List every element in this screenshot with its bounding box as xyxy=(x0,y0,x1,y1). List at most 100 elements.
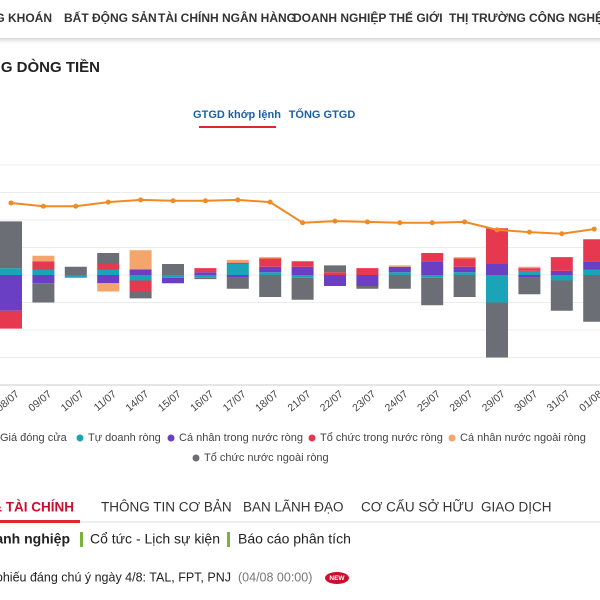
x-tick-label: 28/07 xyxy=(447,388,475,414)
bar-segment xyxy=(583,269,600,275)
nav-item[interactable]: THẾ GIỚI xyxy=(389,10,443,25)
price-point xyxy=(40,203,46,209)
news-title[interactable]: Cổ phiếu đáng chú ý ngày 4/8: TAL, FPT, … xyxy=(0,570,231,584)
nav-item[interactable]: CÔNG NGHỆ xyxy=(529,10,600,25)
x-tick-label: 08/07 xyxy=(0,388,22,414)
bar-segment xyxy=(291,261,314,267)
bar-segment xyxy=(97,275,120,284)
price-point xyxy=(494,227,500,233)
x-tick-label: 23/07 xyxy=(350,388,378,414)
price-point xyxy=(462,219,468,225)
sub-tab[interactable]: Báo cáo phân tích xyxy=(238,531,351,547)
legend-label[interactable]: Tự doanh ròng xyxy=(88,432,161,444)
bar-segment xyxy=(291,277,314,300)
bar-segment xyxy=(0,310,22,329)
price-point xyxy=(235,197,241,203)
chart-tab[interactable]: TỔNG GTGD xyxy=(289,108,356,121)
nav-bar xyxy=(0,0,600,38)
bar-segment xyxy=(129,269,152,275)
bar-segment xyxy=(194,275,217,278)
price-point xyxy=(202,198,208,204)
bar-segment xyxy=(324,272,346,275)
bar-segment xyxy=(453,266,476,273)
x-tick-label: 21/07 xyxy=(285,388,313,414)
legend-swatch xyxy=(167,434,175,442)
legend-label[interactable]: Tổ chức nước ngoài ròng xyxy=(204,452,329,464)
x-tick-label: 01/08 xyxy=(577,388,600,414)
bar-segment xyxy=(259,258,282,267)
price-point xyxy=(591,226,597,232)
bar-segment xyxy=(421,253,444,262)
bar-segment xyxy=(550,270,573,275)
bar-segment xyxy=(583,239,600,262)
bar-segment xyxy=(421,277,444,306)
info-tab[interactable]: GIAO DỊCH xyxy=(481,500,552,515)
x-tick-label: 31/07 xyxy=(545,388,573,414)
info-tab[interactable]: PHÂN TÍCH & TÀI CHÍNH xyxy=(0,500,74,515)
bar-segment xyxy=(226,275,249,278)
sub-tab[interactable]: Doanh nghiệp xyxy=(0,531,70,547)
bar-segment xyxy=(388,272,411,275)
price-point xyxy=(300,220,306,226)
info-tab[interactable]: BAN LÃNH ĐẠO xyxy=(243,500,344,515)
price-point xyxy=(170,198,176,204)
bar-segment xyxy=(0,221,22,269)
bar-segment xyxy=(162,275,184,278)
bar-segment xyxy=(194,272,217,275)
bar-segment xyxy=(291,266,314,275)
legend-label[interactable]: Cá nhân trong nước ròng xyxy=(179,432,303,444)
bar-segment xyxy=(226,262,249,264)
bar-segment xyxy=(291,275,314,278)
bar-segment xyxy=(97,269,120,275)
x-tick-label: 14/07 xyxy=(123,388,151,414)
nav-item[interactable]: BẤT ĐỘNG SẢN xyxy=(64,10,157,25)
info-tab[interactable]: THÔNG TIN CƠ BẢN xyxy=(101,500,232,515)
bar-segment xyxy=(129,291,152,299)
bar-segment xyxy=(32,261,55,270)
price-point xyxy=(267,199,273,205)
nav-item[interactable]: TÀI CHÍNH NGÂN HÀNG xyxy=(158,10,296,25)
bar-segment xyxy=(388,266,411,273)
bar-segment xyxy=(226,264,249,275)
sub-tab[interactable]: Cổ tức - Lịch sự kiện xyxy=(90,531,220,547)
bar-segment xyxy=(194,277,217,280)
bar-segment xyxy=(97,264,120,270)
bar-segment xyxy=(388,275,411,289)
bar-segment xyxy=(550,280,573,311)
bar-segment xyxy=(421,275,444,278)
bar-segment xyxy=(388,265,411,267)
x-tick-label: 29/07 xyxy=(480,388,508,414)
x-tick-label: 09/07 xyxy=(26,388,54,414)
x-tick-label: 22/07 xyxy=(318,388,346,414)
legend-label[interactable]: Giá đóng cửa xyxy=(0,432,68,444)
bar-segment xyxy=(0,268,22,275)
bar-segment xyxy=(453,258,476,267)
x-tick-label: 16/07 xyxy=(188,388,216,414)
bar-segment xyxy=(486,264,508,275)
x-tick-label: 18/07 xyxy=(253,388,281,414)
bar-segment xyxy=(32,255,55,262)
nav-item[interactable]: CHỨNG KHOÁN xyxy=(0,10,52,25)
separator xyxy=(80,532,83,547)
tab-underline xyxy=(0,520,80,523)
chart-tab[interactable]: GTGD khớp lệnh xyxy=(193,109,281,121)
legend-label[interactable]: Tổ chức trong nước ròng xyxy=(320,432,443,444)
bar-segment xyxy=(32,269,55,275)
legend-label[interactable]: Cá nhân nước ngoài ròng xyxy=(460,432,586,444)
price-point xyxy=(397,220,403,226)
bar-segment xyxy=(0,275,22,311)
bar-segment xyxy=(356,268,379,275)
bar-segment xyxy=(356,275,379,286)
bar-segment xyxy=(64,266,87,275)
bar-segment xyxy=(518,266,541,269)
section-title: XU HƯỚNG DÒNG TIỀN xyxy=(0,58,100,76)
info-tab[interactable]: CƠ CẤU SỞ HỮU xyxy=(361,500,474,515)
price-point xyxy=(332,218,338,224)
nav-item[interactable]: THỊ TRƯỜNG xyxy=(449,10,526,25)
x-tick-label: 24/07 xyxy=(383,388,411,414)
bar-segment xyxy=(324,275,346,286)
x-tick-label: 30/07 xyxy=(512,388,540,414)
nav-item[interactable]: DOANH NGHIỆP xyxy=(293,10,386,25)
price-point xyxy=(364,219,370,225)
